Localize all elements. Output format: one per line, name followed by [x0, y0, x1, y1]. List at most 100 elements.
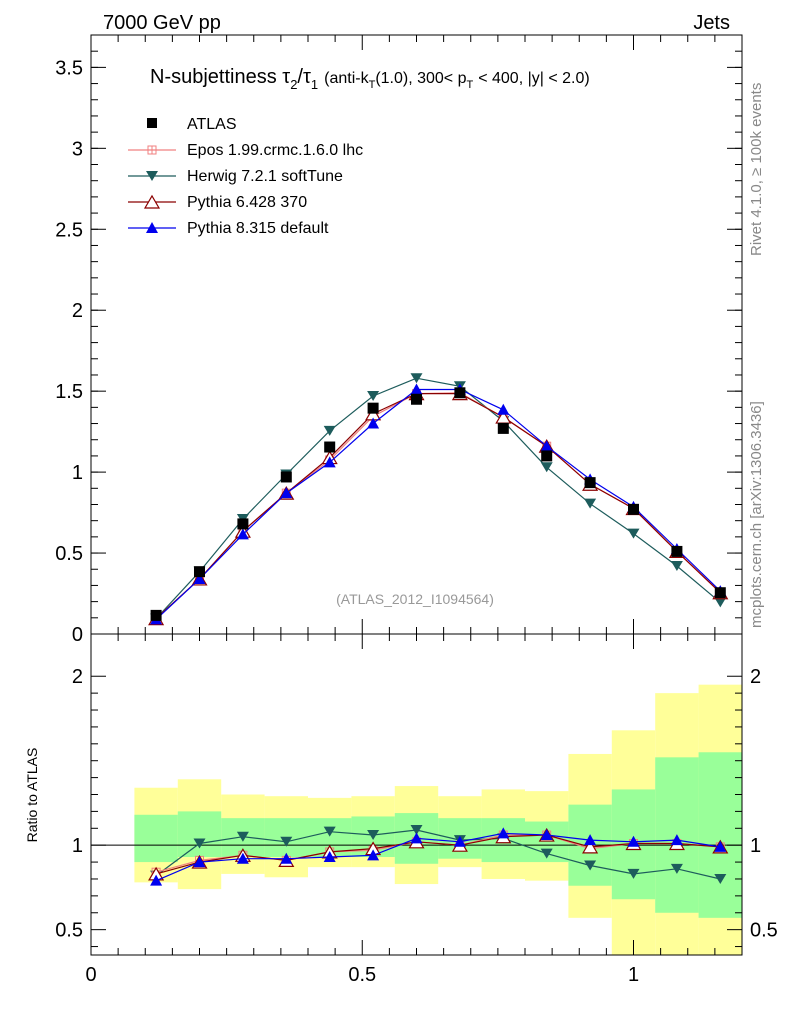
ratio-point-herwig	[627, 868, 640, 879]
data-point-herwig	[584, 498, 597, 509]
data-point-data	[324, 441, 336, 453]
ratio-point-herwig	[670, 863, 683, 874]
ratio-point-pythia8	[497, 827, 510, 839]
series-line-pythia8	[155, 388, 721, 620]
main-ytick-label: 0.5	[55, 543, 83, 565]
ratio-ytick-label-right: 2	[750, 666, 761, 688]
data-point-data	[541, 450, 553, 462]
data-point-herwig	[714, 597, 727, 608]
ratio-point-pythia8	[236, 852, 249, 864]
series-herwig	[150, 373, 727, 624]
data-point-data	[671, 545, 683, 557]
band-inner-bin	[177, 811, 222, 858]
data-point-data	[194, 566, 205, 578]
ratio-point-pythia8	[280, 852, 293, 864]
ratio-point-pythia6	[582, 839, 599, 854]
ratio-point-pythia8	[540, 829, 553, 841]
data-point-data	[497, 422, 509, 434]
main-panel: 0 0.5 1 1.5 2 2.5 3 3.5 N-subjettiness τ2/τ1 (an…	[55, 34, 743, 646]
data-point-data	[367, 402, 379, 414]
ratio-point-pythia8	[584, 834, 597, 846]
data-point-data	[237, 518, 249, 530]
legend-marker-herwig	[146, 171, 158, 181]
data-point-pythia8	[193, 572, 206, 584]
data-point-pythia8	[280, 487, 293, 499]
xtick-label: 0	[85, 964, 96, 986]
main-plot-marks	[148, 373, 729, 626]
ratio-point-herwig	[410, 824, 423, 835]
legend-marker-atlas	[147, 118, 157, 128]
ratio-series-pythia8	[150, 827, 727, 886]
collision-label: 7000 GeV pp	[103, 12, 221, 34]
data-point-pythia8	[497, 403, 510, 415]
ratio-plot-marks	[91, 684, 742, 955]
data-point-data	[454, 387, 466, 399]
series-line-pythia6	[155, 393, 721, 620]
ratio-axes: 0.5 0.51 12 20 0.5 1	[55, 634, 778, 986]
ratio-point-pythia8	[714, 840, 727, 852]
data-point-data	[150, 609, 162, 621]
data-point-herwig	[627, 528, 640, 539]
data-point-herwig	[410, 373, 423, 384]
band-inner-bin	[134, 814, 178, 863]
main-ytick-label: 3	[72, 138, 83, 160]
ratio-point-pythia8	[150, 874, 163, 886]
main-ytick-label: 2.5	[55, 219, 83, 241]
data-point-herwig	[670, 561, 683, 572]
data-point-data	[411, 393, 422, 405]
data-point-herwig	[540, 462, 553, 473]
data-point-pythia8	[410, 383, 423, 395]
main-axes: 0 0.5 1 1.5 2 2.5 3 3.5	[55, 34, 743, 646]
analysis-category: Jets	[693, 12, 730, 34]
ratio-ytick-label-right: 1	[750, 835, 761, 857]
ratio-point-herwig	[236, 831, 249, 842]
ratio-line-pythia6	[155, 834, 721, 875]
legend-label-herwig: Herwig 7.2.1 softTune	[187, 168, 343, 185]
ratio-point-pythia8	[670, 834, 683, 846]
data-point-pythia8	[323, 456, 336, 468]
plot-title: N-subjettiness τ2/τ1 (anti-kT(1.0), 300< …	[150, 66, 590, 92]
main-ytick-label: 1.5	[55, 381, 83, 403]
legend: ATLAS Epos 1.99.crmc.1.6.0 lhc Herwig 7.…	[128, 116, 363, 237]
series-pythia8	[150, 383, 727, 625]
rivet-version-label: Rivet 4.1.0, ≥ 100k events	[748, 83, 765, 256]
ratio-point-herwig	[540, 848, 553, 859]
main-ytick-label: 2	[72, 300, 83, 322]
ratio-ytick-label-right: 0.5	[750, 920, 778, 942]
ratio-ytick-label: 1	[72, 835, 83, 857]
legend-label-pythia8: Pythia 8.315 default	[187, 220, 329, 237]
ratio-panel: 0.5 0.51 12 20 0.5 1 Ratio to ATLAS	[24, 633, 778, 986]
data-point-herwig	[323, 425, 336, 436]
ratio-point-herwig	[584, 860, 597, 871]
legend-label-atlas: ATLAS	[187, 116, 237, 133]
data-point-data	[714, 587, 726, 599]
ratio-ylabel: Ratio to ATLAS	[24, 748, 40, 843]
xtick-label: 1	[628, 964, 639, 986]
legend-marker-pythia6	[143, 194, 161, 209]
ratio-point-herwig	[323, 826, 336, 837]
data-point-pythia8	[236, 528, 249, 540]
main-ytick-label: 1	[72, 462, 83, 484]
legend-marker-epos	[147, 145, 157, 155]
main-ytick-label: 3.5	[55, 57, 83, 79]
ratio-point-herwig	[367, 830, 380, 841]
ratio-point-herwig	[280, 836, 293, 847]
series-line-herwig	[155, 377, 721, 620]
ratio-line-pythia8	[155, 832, 721, 882]
data-point-herwig	[367, 391, 380, 402]
data-point-pythia8	[367, 417, 380, 429]
ratio-ytick-label: 2	[72, 666, 83, 688]
ratio-point-pythia8	[453, 835, 466, 847]
legend-label-epos: Epos 1.99.crmc.1.6.0 lhc	[187, 142, 363, 159]
series-data	[150, 387, 726, 621]
data-point-data	[584, 477, 596, 489]
series-pythia6	[148, 386, 729, 626]
data-point-data	[628, 503, 639, 515]
ratio-point-pythia8	[627, 835, 640, 847]
xtick-label: 0.5	[348, 964, 376, 986]
main-ytick-label: 0	[72, 624, 83, 646]
analysis-watermark: (ATLAS_2012_I1094564)	[336, 591, 494, 607]
band-inner-bin	[698, 752, 742, 918]
ratio-point-pythia8	[323, 851, 336, 863]
